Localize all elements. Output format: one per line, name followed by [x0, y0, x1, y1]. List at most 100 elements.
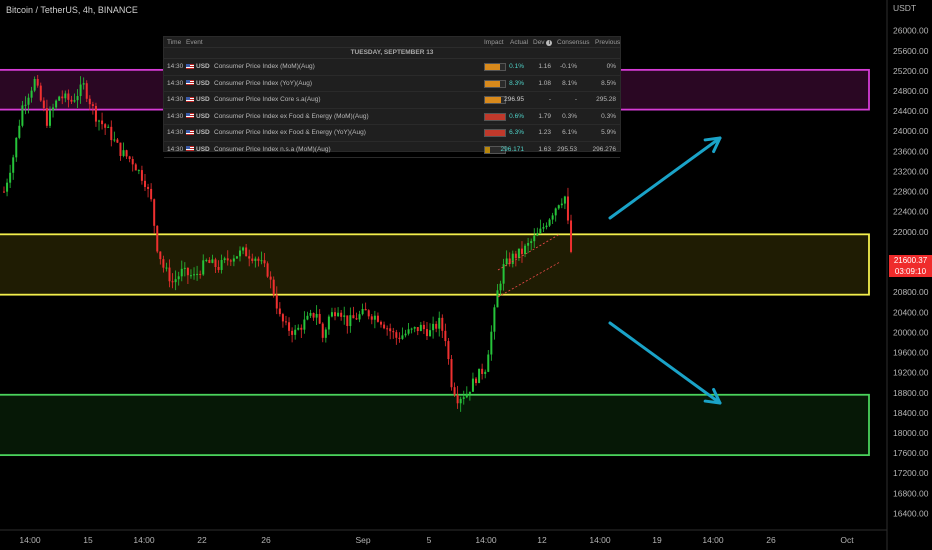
time-tick-label: 14:00: [702, 535, 724, 545]
candle: [487, 354, 490, 372]
candle: [557, 205, 560, 209]
candle: [355, 318, 358, 320]
candle: [416, 327, 419, 332]
candle: [245, 247, 248, 257]
row-consensus: -: [574, 96, 577, 103]
candle: [36, 79, 39, 86]
row-currency: USD: [186, 63, 210, 70]
candle: [401, 335, 404, 339]
candle: [275, 294, 278, 309]
candle: [251, 258, 254, 261]
bearish-arrow-icon: [608, 321, 722, 405]
row-currency: USD: [186, 80, 210, 87]
row-currency: USD: [186, 96, 210, 103]
candle: [278, 308, 281, 315]
calendar-row[interactable]: 14:30 USD Consumer Price Index ex Food & E…: [164, 125, 620, 142]
candle: [257, 258, 260, 261]
candle: [297, 327, 300, 330]
time-tick-label: 14:00: [19, 535, 41, 545]
candle: [505, 258, 508, 265]
row-actual: 6.3%: [509, 129, 524, 136]
candle: [429, 330, 432, 337]
current-price-tag: 21600.37 03:09:10: [889, 255, 932, 277]
candle: [481, 368, 484, 374]
candle: [211, 259, 214, 263]
candle: [202, 260, 205, 275]
candle: [85, 83, 88, 99]
candle: [226, 258, 229, 261]
row-event: Consumer Price Index ex Food & Energy (Y…: [214, 129, 366, 136]
candle: [128, 156, 131, 160]
us-flag-icon: [186, 146, 194, 152]
candle: [116, 139, 119, 143]
candle: [208, 260, 211, 263]
row-consensus: -0.1%: [560, 63, 577, 70]
candle: [193, 274, 196, 276]
calendar-row[interactable]: 14:30 USD Consumer Price Index n.s.a (MoM)…: [164, 142, 620, 158]
candle: [284, 321, 287, 323]
candle: [272, 279, 275, 295]
candle: [309, 313, 312, 316]
candle: [361, 308, 364, 315]
price-tick-label: 25600.00: [893, 46, 929, 56]
calendar-row[interactable]: 14:30 USD Consumer Price Index (MoM)(Aug) 0…: [164, 59, 620, 76]
candle: [514, 253, 517, 259]
impact-bar: [484, 112, 506, 123]
candle: [370, 316, 373, 320]
time-tick-label: 22: [197, 535, 207, 545]
candle: [242, 247, 245, 251]
row-actual: 296.171: [500, 145, 525, 153]
time-tick-label: 14:00: [475, 535, 497, 545]
price-tick-label: 16400.00: [893, 508, 929, 518]
calendar-row[interactable]: 14:30 USD Consumer Price Index ex Food & E…: [164, 109, 620, 125]
calendar-row[interactable]: 14:30 USD Consumer Price Index (YoY)(Aug) 8…: [164, 76, 620, 92]
candle: [12, 157, 15, 173]
candle: [131, 159, 134, 165]
row-currency: USD: [186, 129, 210, 136]
row-time: 14:30: [167, 96, 184, 103]
candle: [392, 331, 395, 333]
time-tick-label: 19: [652, 535, 662, 545]
candle: [364, 308, 367, 311]
price-tick-label: 24000.00: [893, 126, 929, 136]
candle: [376, 315, 379, 322]
candle: [539, 228, 542, 234]
candle: [18, 125, 21, 138]
candle: [478, 368, 481, 383]
price-tick-label: 20000.00: [893, 327, 929, 337]
candle: [171, 281, 174, 283]
candle: [318, 313, 321, 324]
candle: [147, 186, 150, 189]
candle: [76, 96, 79, 101]
info-icon[interactable]: i: [546, 40, 553, 46]
time-tick-label: 5: [427, 535, 432, 545]
candle: [33, 79, 36, 91]
price-tick-label: 18400.00: [893, 408, 929, 418]
candle: [508, 258, 511, 264]
row-currency: USD: [186, 146, 210, 153]
candle: [456, 394, 459, 404]
impact-bar: [484, 129, 506, 139]
candle: [337, 312, 340, 317]
time-tick-label: 15: [83, 535, 93, 545]
row-actual: 0.1%: [509, 63, 524, 70]
row-event: Consumer Price Index ex Food & Energy (M…: [214, 112, 369, 120]
candle: [159, 251, 162, 260]
candle: [358, 314, 361, 320]
candle: [566, 196, 569, 221]
candle: [343, 315, 346, 317]
candle: [281, 314, 284, 322]
candle: [15, 137, 18, 158]
price-tick-label: 16800.00: [893, 488, 929, 498]
candle: [21, 105, 24, 126]
candle: [6, 182, 9, 192]
row-actual: 8.3%: [509, 79, 524, 87]
calendar-row[interactable]: 14:30 USD Consumer Price Index Core s.a(Au…: [164, 92, 620, 109]
candle: [321, 323, 324, 338]
row-dev: -: [548, 96, 551, 103]
price-tick-label: 20400.00: [893, 307, 929, 317]
candle: [545, 225, 548, 228]
header-previous: Previous: [595, 39, 621, 46]
impact-bar: [484, 145, 506, 156]
